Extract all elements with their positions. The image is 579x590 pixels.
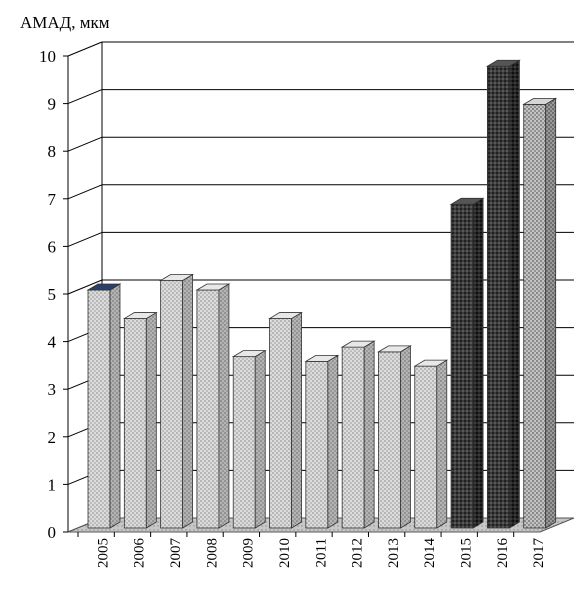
- bar: [304, 354, 340, 529]
- y-tick-label: 8: [48, 142, 57, 161]
- bar-front-face: [232, 356, 256, 529]
- bar-top-face: [340, 340, 376, 348]
- side-wall-line: [67, 41, 103, 57]
- bar-side-face: [254, 349, 266, 529]
- x-tick-label: 2013: [386, 538, 402, 568]
- bar-side-face: [327, 354, 339, 529]
- bar-top-face: [449, 197, 485, 205]
- x-tick-label: 2010: [277, 538, 293, 568]
- x-tick-label: 2005: [95, 538, 111, 568]
- bar: [340, 340, 376, 529]
- bar: [122, 311, 158, 529]
- y-tick-label: 10: [39, 47, 56, 66]
- x-axis-ticks: 2005 2006 2007 2008 2009 2010 2011 2012 2013 2014…: [77, 532, 547, 569]
- bar-top-face: [522, 97, 558, 105]
- bar: [377, 345, 412, 529]
- chart-bars: [86, 59, 558, 529]
- bar-side-face: [363, 340, 375, 529]
- x-tick-label: 2011: [313, 538, 329, 567]
- bar-front-face: [341, 346, 365, 529]
- y-tick-label: 0: [48, 523, 57, 542]
- x-tick-label: 2015: [459, 538, 475, 568]
- bar-top-face: [86, 283, 122, 291]
- y-tick-label: 4: [48, 333, 57, 352]
- y-tick-label: 6: [48, 237, 57, 256]
- bar-front-face: [450, 203, 474, 529]
- side-wall-line: [67, 231, 103, 247]
- bar-top-face: [159, 274, 195, 281]
- y-tick-label: 1: [48, 475, 57, 494]
- side-wall-line: [67, 279, 103, 295]
- side-wall-line: [67, 89, 103, 105]
- bar-front-face: [269, 318, 292, 529]
- bar-top-face: [195, 283, 231, 291]
- bar: [413, 359, 449, 529]
- bar: [485, 59, 521, 529]
- x-tick-label: 2012: [350, 538, 366, 568]
- bar-side-face: [145, 311, 157, 529]
- x-tick-label: 2006: [132, 538, 148, 569]
- x-tick-label: 2016: [495, 538, 511, 569]
- bar-side-face: [472, 197, 484, 529]
- x-tick-label: 2009: [241, 538, 257, 568]
- bar-side-face: [545, 97, 557, 529]
- bar-top-face: [485, 59, 521, 67]
- x-tick-label: 2014: [422, 538, 438, 569]
- bar-top-face: [231, 350, 267, 358]
- bar-top-face: [268, 312, 303, 319]
- bar-side-face: [436, 359, 448, 529]
- y-tick-label: 2: [48, 428, 57, 447]
- bar-side-face: [218, 283, 230, 529]
- bar-front-face: [486, 65, 510, 529]
- bar-front-face: [123, 318, 147, 529]
- bar: [195, 283, 231, 529]
- x-tick-label: 2017: [531, 538, 547, 569]
- y-tick-label: 9: [48, 95, 57, 114]
- y-axis-ticks: 0 1 2 3 4 5 6 7 8 9 10: [39, 47, 57, 542]
- bar-front-face: [414, 365, 438, 529]
- bar-front-face: [196, 289, 220, 529]
- bar-top-face: [122, 312, 158, 319]
- y-tick-label: 3: [48, 380, 57, 399]
- bar: [268, 311, 303, 529]
- bar-side-face: [109, 283, 121, 529]
- y-tick-label: 5: [48, 285, 57, 304]
- bar-front-face: [378, 351, 401, 529]
- side-wall-line: [67, 184, 103, 200]
- side-wall-line: [67, 136, 103, 152]
- bar-front-face: [160, 280, 184, 529]
- bar: [231, 349, 267, 529]
- bar-front-face: [87, 289, 111, 529]
- bar-side-face: [508, 59, 520, 529]
- bar: [159, 273, 195, 529]
- bar-side-face: [400, 345, 411, 529]
- bar-side-face: [182, 273, 194, 529]
- bar: [522, 97, 558, 529]
- bar: [86, 283, 122, 529]
- bar-top-face: [413, 359, 449, 367]
- bar-front-face: [305, 360, 329, 529]
- x-tick-label: 2008: [204, 538, 220, 568]
- x-tick-label: 2007: [168, 538, 184, 569]
- bar-side-face: [291, 311, 302, 529]
- bar: [449, 197, 485, 529]
- bar-top-face: [377, 345, 412, 353]
- y-axis-title: АМАД, мкм: [20, 13, 110, 32]
- y-tick-label: 7: [48, 190, 57, 209]
- bar-top-face: [304, 354, 340, 362]
- bar-front-face: [523, 103, 547, 529]
